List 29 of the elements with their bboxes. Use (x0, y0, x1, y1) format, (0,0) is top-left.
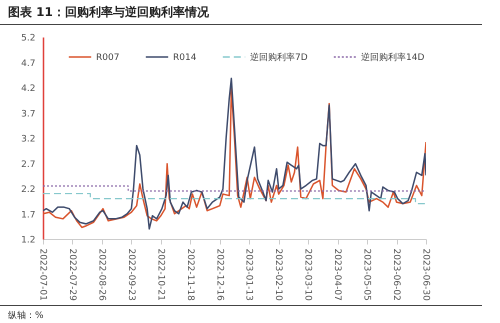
x-tick-label: 2023-05-05 (362, 248, 372, 301)
x-tick-label: 2023-02-10 (273, 248, 284, 302)
text: 纵轴：% (0, 305, 482, 323)
chart-title: 图表 11：回购利率与逆回购利率情况 (0, 0, 482, 25)
y-tick-label: 5.2 (21, 34, 36, 44)
legend-label: R007 (96, 53, 120, 63)
x-tick-label: 2022-10-21 (155, 248, 166, 301)
y-tick-label: 4.7 (21, 58, 36, 69)
x-tick-label: 2023-06-30 (420, 248, 430, 302)
y-tick-label: 1.7 (21, 210, 36, 220)
x-tick-label: 2023-04-07 (332, 248, 342, 301)
y-tick-label: 2.2 (21, 185, 36, 195)
y-tick-label: 1.2 (21, 236, 36, 246)
y-tick-label: 2.7 (21, 160, 36, 170)
y-tick-label: 3.2 (21, 134, 36, 144)
legend-label: 逆回购利率7D (250, 52, 308, 63)
x-tick-label: 2023-06-02 (391, 248, 402, 301)
x-tick-label: 2022-07-01 (38, 248, 48, 301)
x-tick-label: 2022-09-23 (126, 248, 136, 301)
legend-label: R014 (173, 53, 197, 63)
x-tick-label: 2023-03-10 (302, 248, 313, 302)
y-tick-label: 3.7 (21, 109, 36, 120)
x-tick-label: 2023-01-13 (244, 248, 254, 301)
legend-label: 逆回购利率14D (361, 52, 424, 63)
x-tick-label: 2022-11-18 (184, 248, 195, 302)
x-tick-label: 2022-08-26 (96, 248, 106, 302)
y-tick-label: 4.2 (21, 84, 36, 94)
x-tick-label: 2022-07-29 (66, 248, 77, 302)
x-tick-label: 2022-12-16 (214, 248, 224, 302)
